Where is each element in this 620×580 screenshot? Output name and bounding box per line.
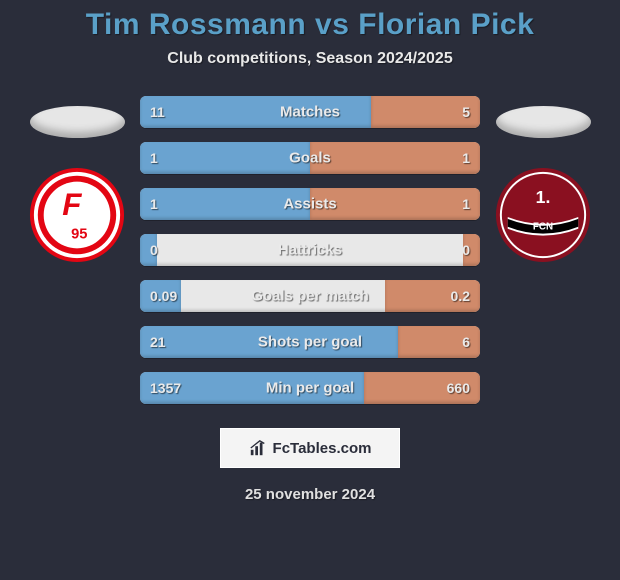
svg-text:FCN: FCN — [533, 222, 553, 233]
svg-text:1.: 1. — [536, 187, 551, 207]
fortuna-dusseldorf-icon: F 95 — [28, 166, 126, 264]
brand-badge[interactable]: FcTables.com — [220, 428, 400, 468]
stat-bar: 11Goals — [140, 142, 480, 174]
stats-bars: 115Matches 11Goals 11Assists 00Hattricks 0.0… — [140, 96, 480, 404]
player-right-col: 1. FCN — [488, 96, 598, 264]
footer-date: 25 november 2024 — [0, 486, 620, 503]
stat-bar: 1357660Min per goal — [140, 372, 480, 404]
stat-label: Min per goal — [140, 380, 480, 397]
stat-bar: 11Assists — [140, 188, 480, 220]
main-row: F 95 115Matches 11Goals 11Assists 00Hattric… — [0, 96, 620, 404]
chart-icon — [249, 439, 267, 457]
page-subtitle: Club competitions, Season 2024/2025 — [0, 50, 620, 68]
stat-label: Goals — [140, 150, 480, 167]
stat-bar: 216Shots per goal — [140, 326, 480, 358]
stat-bar: 00Hattricks — [140, 234, 480, 266]
svg-text:F: F — [62, 187, 82, 222]
stat-label: Goals per match — [140, 288, 480, 305]
stat-label: Shots per goal — [140, 334, 480, 351]
stat-label: Hattricks — [140, 242, 480, 259]
player-left-ellipse — [30, 106, 125, 138]
fc-nurnberg-icon: 1. FCN — [494, 166, 592, 264]
page-title: Tim Rossmann vs Florian Pick — [0, 8, 620, 42]
brand-text: FcTables.com — [273, 440, 372, 457]
svg-text:95: 95 — [71, 227, 87, 243]
stat-label: Assists — [140, 196, 480, 213]
player-right-ellipse — [496, 106, 591, 138]
comparison-card: Tim Rossmann vs Florian Pick Club compet… — [0, 0, 620, 503]
stat-bar: 115Matches — [140, 96, 480, 128]
stat-bar: 0.090.2Goals per match — [140, 280, 480, 312]
player-left-col: F 95 — [22, 96, 132, 264]
club-logo-right: 1. FCN — [494, 166, 592, 264]
club-logo-left: F 95 — [28, 166, 126, 264]
stat-label: Matches — [140, 104, 480, 121]
